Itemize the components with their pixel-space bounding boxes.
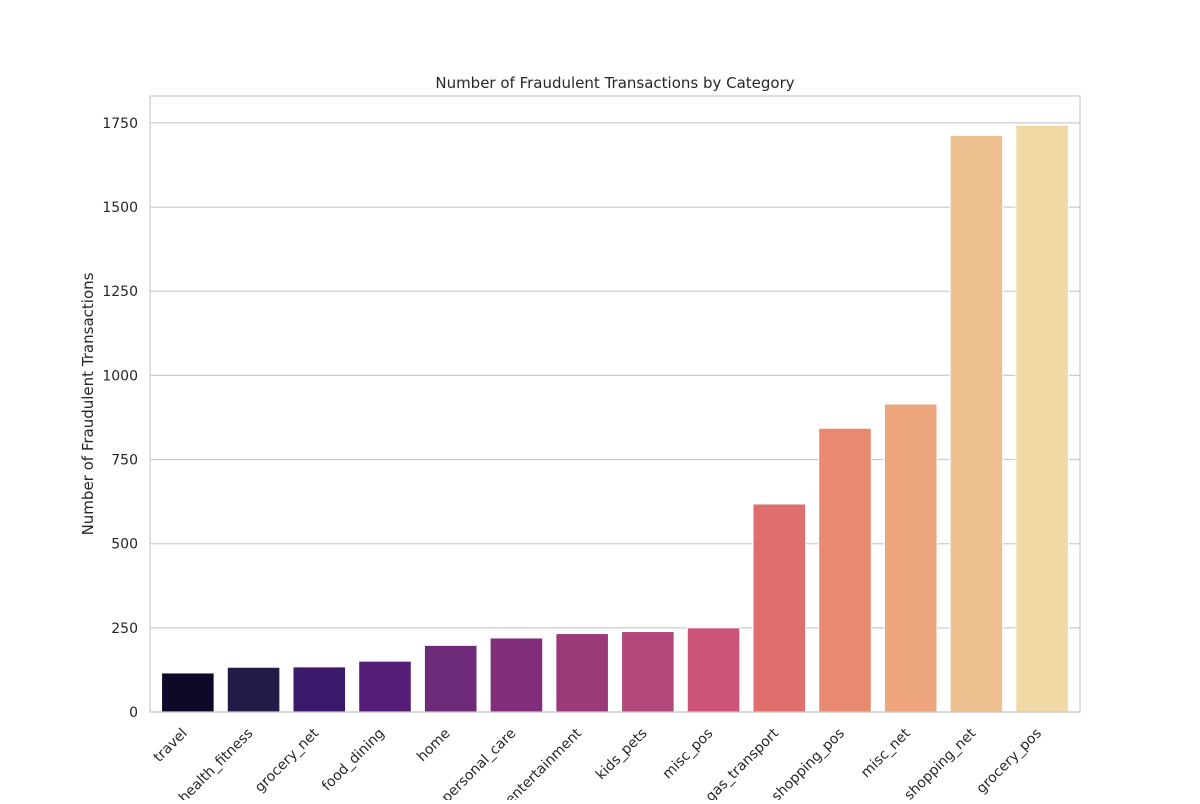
bar-food-dining <box>358 660 412 713</box>
bar-gas-transport <box>752 503 807 713</box>
chart-title: Number of Fraudulent Transactions by Cat… <box>435 74 794 92</box>
bar-grocery-net <box>292 666 347 713</box>
bar-grocery-pos <box>1015 124 1069 713</box>
bar-personal-care <box>489 637 544 713</box>
y-tick-label: 500 <box>111 537 138 553</box>
bar-travel <box>161 672 215 713</box>
y-tick-label: 1250 <box>102 284 138 300</box>
y-tick-label: 1000 <box>102 368 138 384</box>
plot-frame <box>149 95 1081 713</box>
bars <box>161 124 1069 713</box>
y-tick-label: 750 <box>111 453 138 469</box>
bar-kids-pets <box>621 631 675 713</box>
bar-entertainment <box>555 633 609 713</box>
y-axis-label: Number of Fraudulent Transactions <box>79 272 97 535</box>
y-tick-labels: 0 250 500 750 1000 1250 1500 1750 <box>102 116 138 721</box>
bar-home <box>423 644 478 713</box>
y-tick-label: 1750 <box>102 116 138 132</box>
bar-shopping-pos <box>818 427 872 713</box>
bar-misc-pos <box>686 627 741 713</box>
y-tick-label: 1500 <box>102 200 138 216</box>
bar-misc-net <box>883 403 938 713</box>
bar-shopping-net <box>949 134 1004 713</box>
bar-health-fitness <box>226 666 281 713</box>
y-tick-label: 250 <box>111 621 138 637</box>
y-tick-label: 0 <box>129 705 138 721</box>
